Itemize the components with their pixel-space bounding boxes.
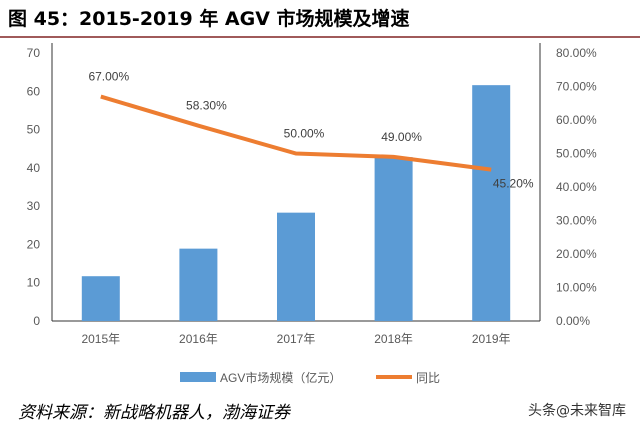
left-tick-label: 30 xyxy=(27,199,41,213)
right-tick-label: 0.00% xyxy=(556,314,590,328)
source-note: 资料来源：新战略机器人，渤海证券 xyxy=(18,403,290,423)
data-label: 67.00% xyxy=(88,70,129,84)
legend-swatch-bar xyxy=(180,372,216,382)
right-tick-label: 40.00% xyxy=(556,180,597,194)
left-tick-label: 0 xyxy=(33,314,40,328)
bar xyxy=(472,85,511,321)
left-tick-label: 50 xyxy=(27,123,41,137)
right-tick-label: 20.00% xyxy=(556,247,597,261)
x-tick-label: 2019年 xyxy=(472,332,511,346)
data-label: 45.20% xyxy=(493,177,534,191)
bar xyxy=(81,276,120,321)
x-tick-label: 2016年 xyxy=(179,332,218,346)
right-tick-label: 10.00% xyxy=(556,281,597,295)
legend-label-bar: AGV市场规模（亿元） xyxy=(220,370,341,385)
right-tick-label: 60.00% xyxy=(556,113,597,127)
x-tick-label: 2015年 xyxy=(81,332,120,346)
figure-title: 图 45：2015-2019 年 AGV 市场规模及增速 xyxy=(8,8,410,30)
x-tick-label: 2017年 xyxy=(277,332,316,346)
title-divider xyxy=(0,36,640,38)
left-tick-label: 40 xyxy=(27,161,41,175)
data-label: 58.30% xyxy=(186,99,227,113)
right-tick-label: 70.00% xyxy=(556,80,597,94)
data-label: 49.00% xyxy=(381,130,422,144)
bar xyxy=(179,248,218,321)
watermark: 头条@未来智库 xyxy=(528,403,626,419)
left-tick-label: 20 xyxy=(27,237,41,251)
left-tick-label: 60 xyxy=(27,84,41,98)
right-tick-label: 30.00% xyxy=(556,214,597,228)
data-label: 50.00% xyxy=(284,127,325,141)
line-series xyxy=(100,94,492,172)
left-tick-label: 70 xyxy=(27,46,41,60)
bar xyxy=(374,157,413,321)
right-tick-label: 80.00% xyxy=(556,46,597,60)
chart: 0 10 20 30 40 50 60 70 0.00% 10.00% 20.00% 30.00% 40… xyxy=(27,43,597,385)
bar xyxy=(277,212,315,321)
legend-label-line: 同比 xyxy=(416,371,440,385)
right-tick-label: 50.00% xyxy=(556,147,597,161)
x-tick-label: 2018年 xyxy=(374,332,413,346)
left-tick-label: 10 xyxy=(27,276,41,290)
